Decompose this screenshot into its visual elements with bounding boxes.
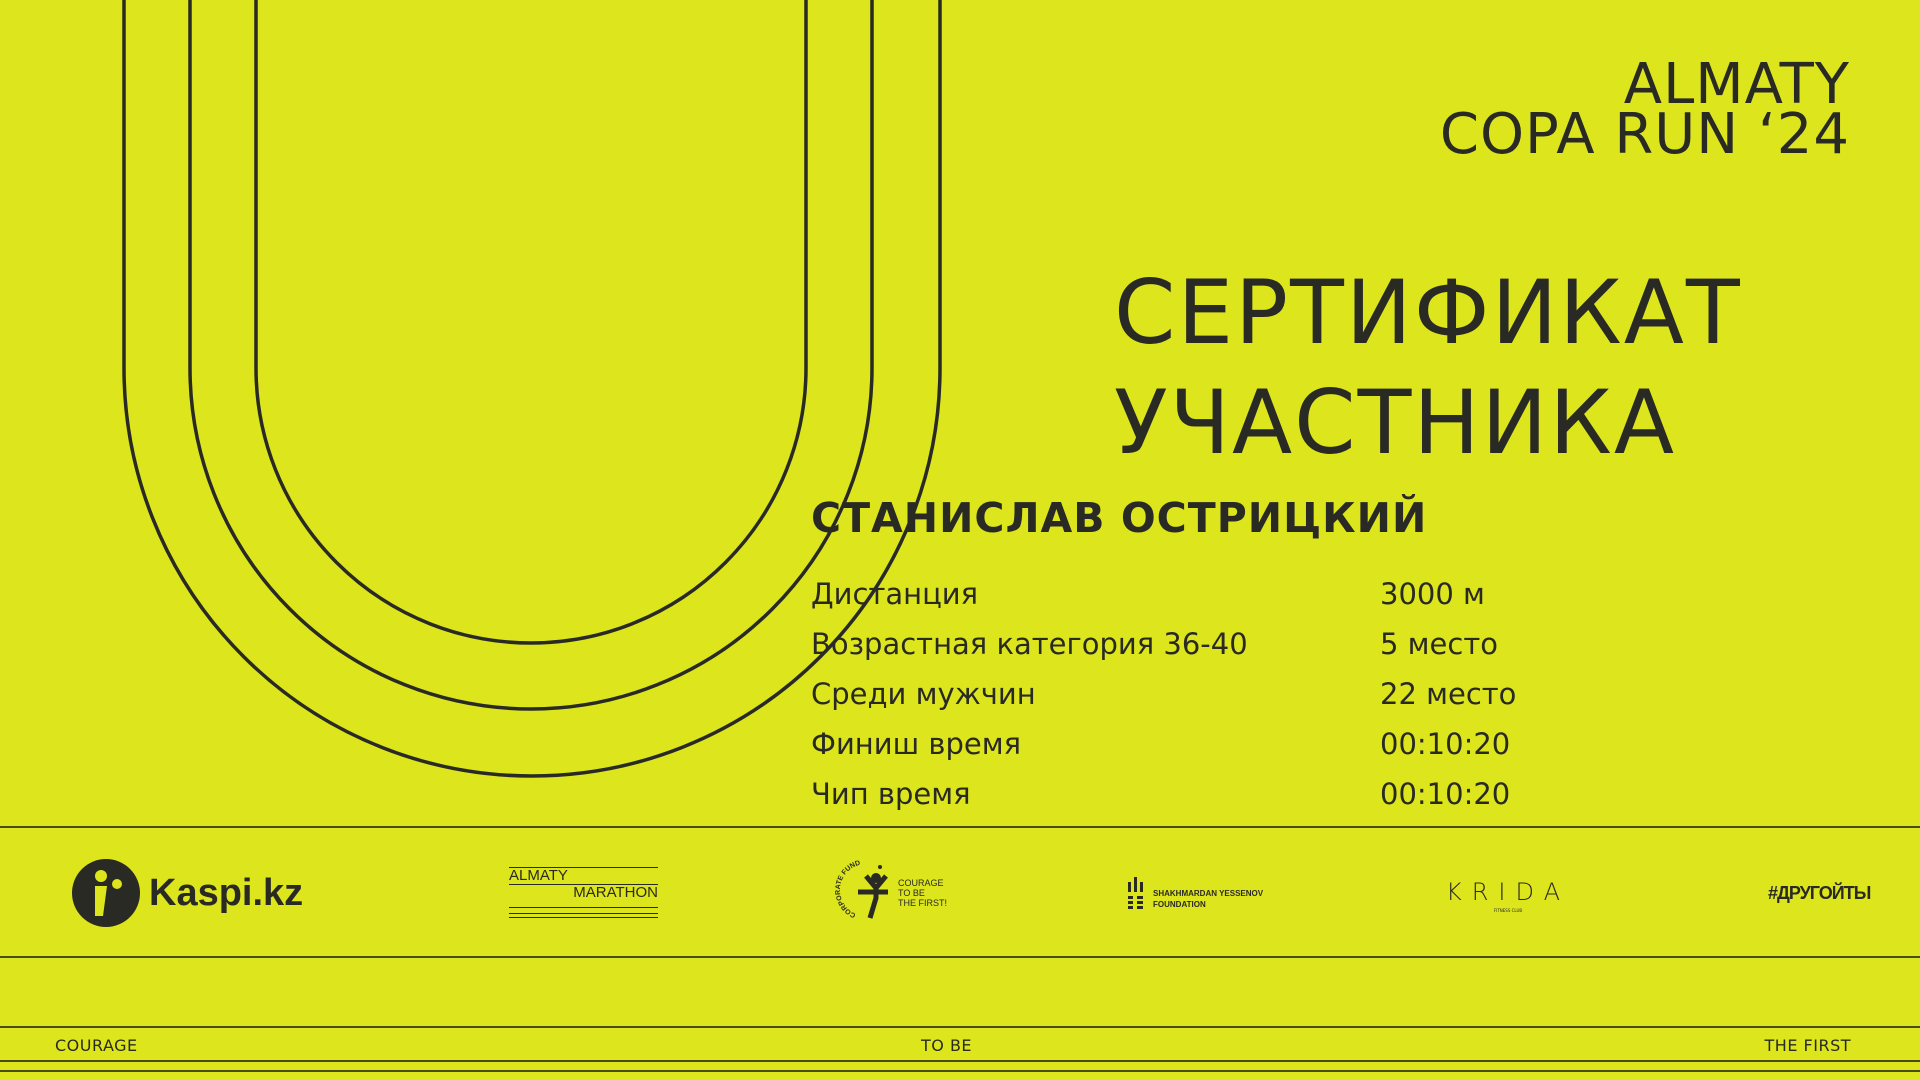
footer-right-text: THE FIRST	[1764, 1036, 1851, 1055]
krida-subtitle: FITNESS CLUB	[1493, 908, 1523, 913]
result-row: Финиш время 00:10:20	[811, 724, 1516, 774]
yessenov-line2: FOUNDATION	[1153, 900, 1206, 909]
almaty-marathon-line1: ALMATY	[509, 867, 658, 884]
almaty-marathon-logo: ALMATY MARATHON	[509, 867, 658, 920]
divider	[0, 826, 1920, 828]
courage-fund-logo: CORPORATE FUND COURAGE TO BE THE FIRST!	[835, 860, 947, 924]
divider	[0, 1070, 1920, 1072]
almaty-marathon-line2: MARATHON	[509, 884, 658, 901]
certificate-title-line2: УЧАСТНИКА	[1114, 371, 1677, 474]
result-value: 22 место	[1380, 677, 1517, 711]
courage-fund-line1: COURAGE	[898, 878, 944, 888]
result-label: Финиш время	[811, 727, 1022, 761]
krida-logo: KRIDA FITNESS CLUB	[1441, 880, 1575, 913]
divider	[0, 1026, 1920, 1028]
yessenov-line1: SHAKHMARDAN YESSENOV	[1153, 889, 1264, 898]
courage-fund-line3: THE FIRST!	[898, 898, 947, 908]
divider	[0, 956, 1920, 958]
track-lane-middle	[188, 0, 874, 711]
footer-left-text: COURAGE	[55, 1036, 138, 1055]
results-table: Дистанция 3000 м Возрастная категория 36-…	[811, 574, 1516, 824]
hashtag-logo: #ДРУГОЙТЫ	[1768, 883, 1871, 903]
result-row: Чип время 00:10:20	[811, 774, 1516, 824]
yessenov-text: SHAKHMARDAN YESSENOV FOUNDATION	[1153, 888, 1263, 910]
result-label: Среди мужчин	[811, 677, 1036, 711]
event-title-line2: COPA RUN ‘24	[1439, 102, 1850, 167]
certificate-title: СЕРТИФИКАТ УЧАСТНИКА	[1114, 258, 1742, 478]
event-title: ALMATY COPA RUN ‘24	[1439, 52, 1850, 167]
courage-fund-line2: TO BE	[898, 888, 925, 898]
krida-wordmark: KRIDA	[1446, 878, 1570, 906]
result-label: Возрастная категория 36-40	[811, 627, 1248, 661]
result-label: Чип время	[811, 777, 971, 811]
result-row: Среди мужчин 22 место	[811, 674, 1516, 724]
result-row: Дистанция 3000 м	[811, 574, 1516, 624]
courage-fund-text: COURAGE TO BE THE FIRST!	[898, 878, 947, 908]
kaspi-icon	[72, 859, 140, 927]
yessenov-icon	[1128, 877, 1143, 909]
certificate-title-line1: СЕРТИФИКАТ	[1114, 261, 1742, 364]
yessenov-foundation-logo: SHAKHMARDAN YESSENOV FOUNDATION	[1127, 876, 1263, 910]
result-value: 00:10:20	[1380, 777, 1511, 811]
runner-icon: CORPORATE FUND	[835, 860, 888, 919]
result-value: 5 место	[1380, 627, 1498, 661]
track-lane-inner	[254, 0, 808, 645]
track-lane-outer	[122, 0, 942, 778]
result-value: 3000 м	[1380, 577, 1485, 611]
footer-center-text: TO BE	[921, 1036, 973, 1055]
result-label: Дистанция	[811, 577, 979, 611]
result-row: Возрастная категория 36-40 5 место	[811, 624, 1516, 674]
divider	[0, 1060, 1920, 1062]
result-value: 00:10:20	[1380, 727, 1511, 761]
kaspi-logo: Kaspi.kz	[71, 858, 303, 928]
participant-name: СТАНИСЛАВ ОСТРИЦКИЙ	[811, 494, 1428, 542]
event-title-line1: ALMATY	[1623, 52, 1850, 117]
kaspi-wordmark: Kaspi.kz	[149, 871, 304, 914]
